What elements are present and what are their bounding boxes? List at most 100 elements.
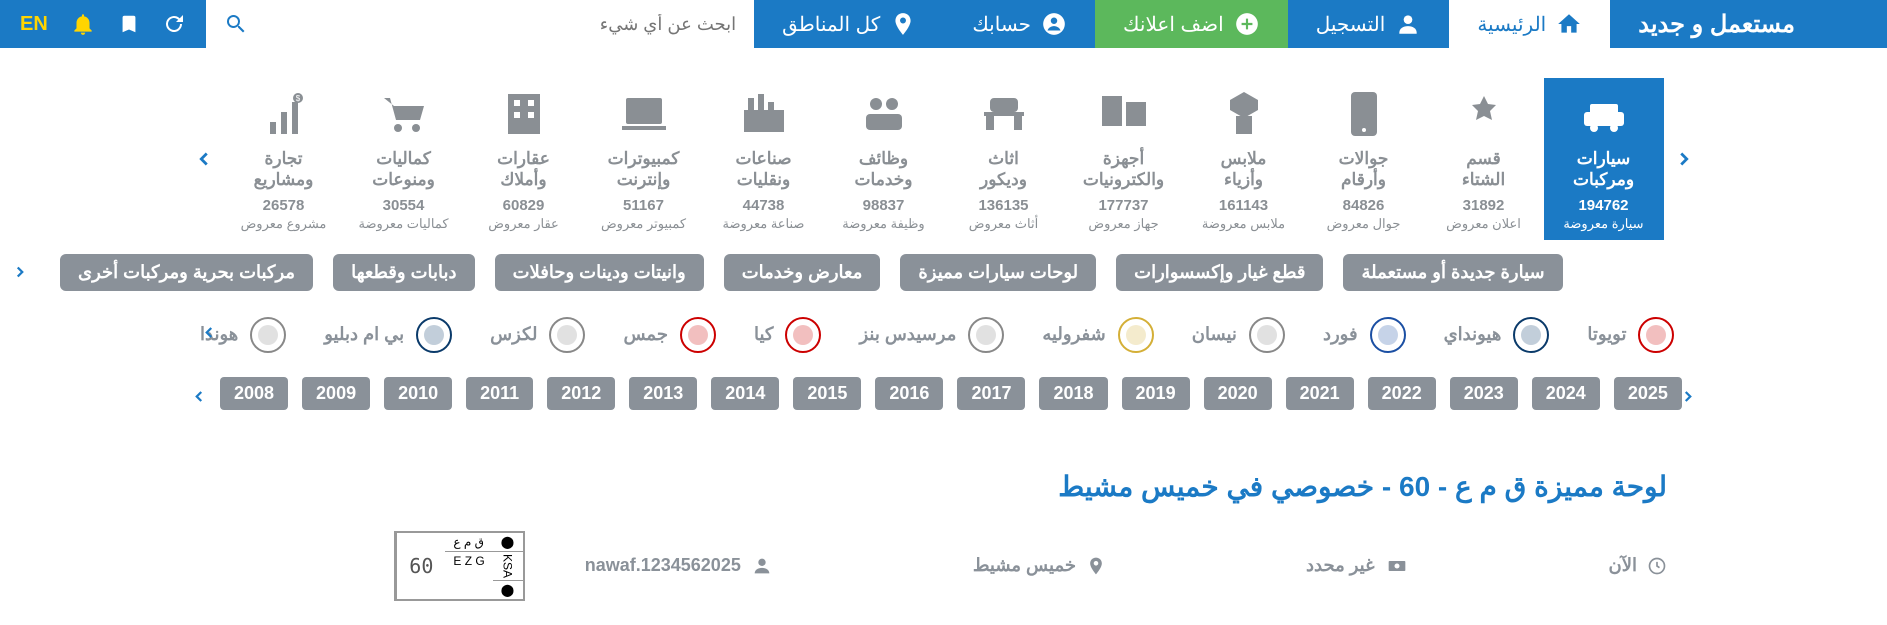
carousel-next[interactable] — [1664, 78, 1704, 240]
nav-home-label: الرئيسية — [1477, 12, 1546, 37]
category-card[interactable]: اثاث وديكور136135أثاث معروض — [944, 78, 1064, 240]
brand-logo — [1247, 315, 1287, 355]
bell-icon[interactable] — [70, 11, 96, 37]
year-pill[interactable]: 2017 — [957, 377, 1025, 410]
listing-title: لوحة مميزة ق م ع - 60 - خصوصي في خميس مش… — [220, 470, 1667, 503]
brand-item[interactable]: بي ام دبليو — [324, 315, 454, 355]
menu-button[interactable] — [1823, 0, 1887, 48]
bookmark-icon[interactable] — [118, 11, 140, 37]
refresh-icon[interactable] — [162, 12, 186, 36]
category-sub: سيارة معروضة — [1563, 216, 1643, 232]
subcategory-pill[interactable]: وانيتات ودينات وحافلات — [495, 254, 704, 291]
year-pill[interactable]: 2012 — [547, 377, 615, 410]
year-pill[interactable]: 2019 — [1122, 377, 1190, 410]
brand-logo — [1116, 315, 1156, 355]
year-pill[interactable]: 2022 — [1368, 377, 1436, 410]
category-card[interactable]: ملابس وأزياء161143ملابس معروضة — [1184, 78, 1304, 240]
category-sub: مشروع معروض — [241, 216, 327, 232]
listing-location: خميس مشيط — [973, 554, 1106, 578]
year-pill[interactable]: 2014 — [711, 377, 779, 410]
category-card[interactable]: أجهزة والكترونيات177737جهاز معروض — [1064, 78, 1184, 240]
search-button[interactable] — [206, 0, 266, 48]
year-pill[interactable]: 2013 — [629, 377, 697, 410]
category-icon: $ — [262, 88, 306, 140]
brand-item[interactable]: نيسان — [1192, 315, 1287, 355]
year-pill[interactable]: 2010 — [384, 377, 452, 410]
years-next[interactable] — [190, 383, 208, 416]
category-card[interactable]: وظائف وخدمات98837وظيفة معروضة — [824, 78, 944, 240]
category-card[interactable]: قسم الشتاء31892اعلان معروض — [1424, 78, 1544, 240]
nav-add-ad[interactable]: اضف اعلانك — [1095, 0, 1288, 48]
category-sub: ملابس معروضة — [1202, 216, 1285, 232]
category-sub: أثاث معروض — [969, 216, 1038, 232]
nav-register[interactable]: التسجيل — [1288, 0, 1450, 48]
category-card[interactable]: صناعات ونقليات44738صناعة معروضة — [704, 78, 824, 240]
category-title: عقارات وأملاك — [497, 148, 550, 191]
brand-item[interactable]: كيا — [754, 315, 824, 355]
nav-account[interactable]: حسابك — [944, 0, 1095, 48]
category-sub: كمبيوتر معروض — [601, 216, 686, 232]
category-title: تجارة ومشاريع — [254, 148, 314, 191]
brand-logo — [966, 315, 1006, 355]
brand-label: كيا — [754, 324, 774, 345]
subcategory-pill[interactable]: مركبات بحرية ومركبات أخرى — [60, 254, 313, 291]
category-title: سيارات ومركبات — [1573, 148, 1634, 191]
category-card[interactable]: عقارات وأملاك60829عقار معروض — [464, 78, 584, 240]
site-logo[interactable]: مستعمل و جديد — [1610, 0, 1823, 48]
category-card[interactable]: جوالات وأرقام84826جوال معروض — [1304, 78, 1424, 240]
subcategory-pill[interactable]: لوحات سيارات مميزة — [900, 254, 1096, 291]
nav-home[interactable]: الرئيسية — [1449, 0, 1610, 48]
carousel-prev[interactable] — [184, 78, 224, 240]
year-pill[interactable]: 2011 — [466, 377, 533, 410]
brand-label: جمس — [623, 324, 667, 345]
brand-item[interactable]: لكزس — [490, 315, 587, 355]
brand-label: لكزس — [490, 324, 537, 345]
category-count: 161143 — [1219, 197, 1268, 214]
year-row: 2025 2024 2023 2022 2021 2020 2019 2018 2017 2016… — [0, 369, 1887, 430]
brand-item[interactable]: تويوتا — [1587, 315, 1676, 355]
location-icon — [890, 11, 916, 37]
category-sub: صناعة معروضة — [723, 216, 805, 232]
brand-item[interactable]: فورد — [1323, 315, 1408, 355]
category-title: قسم الشتاء — [1462, 148, 1505, 191]
nav-regions[interactable]: كل المناطق — [754, 0, 944, 48]
year-pill[interactable]: 2008 — [220, 377, 288, 410]
year-pill[interactable]: 2016 — [875, 377, 943, 410]
category-card[interactable]: كمبيوترات وإنترنت51167كمبيوتر معروض — [584, 78, 704, 240]
year-pill[interactable]: 2023 — [1450, 377, 1518, 410]
brand-item[interactable]: هيونداي — [1444, 315, 1552, 355]
category-title: كماليات ومنوعات — [372, 148, 435, 191]
svg-text:$: $ — [295, 94, 300, 103]
brand-item[interactable]: شفروليه — [1042, 315, 1155, 355]
category-card[interactable]: سيارات ومركبات194762سيارة معروضة — [1544, 78, 1664, 240]
pills-next[interactable] — [0, 254, 40, 291]
category-icon — [380, 88, 428, 140]
brand-item[interactable]: جمس — [623, 315, 717, 355]
year-pill[interactable]: 2024 — [1532, 377, 1600, 410]
year-pill[interactable]: 2025 — [1614, 377, 1682, 410]
category-count: 26578 — [263, 197, 305, 214]
brand-item[interactable]: مرسيدس بنز — [859, 315, 1006, 355]
category-icon — [980, 88, 1028, 140]
listing-detail: لوحة مميزة ق م ع - 60 - خصوصي في خميس مش… — [0, 430, 1887, 601]
category-card[interactable]: كماليات ومنوعات30554كماليات معروضة — [344, 78, 464, 240]
year-pill[interactable]: 2009 — [302, 377, 370, 410]
listing-time: الآن — [1609, 555, 1668, 576]
years-prev[interactable] — [1679, 383, 1697, 416]
category-card[interactable]: $ تجارة ومشاريع 26578 مشروع معروض — [224, 78, 344, 240]
language-toggle[interactable]: EN — [20, 13, 48, 36]
listing-user[interactable]: nawaf.1234562025 — [585, 555, 773, 577]
subcategory-pill[interactable]: دبابات وقطعها — [333, 254, 474, 291]
brand-label: مرسيدس بنز — [859, 324, 956, 345]
year-pill[interactable]: 2018 — [1039, 377, 1107, 410]
brands-next[interactable] — [200, 318, 218, 351]
year-pill[interactable]: 2020 — [1204, 377, 1272, 410]
year-pill[interactable]: 2021 — [1286, 377, 1354, 410]
year-pill[interactable]: 2015 — [793, 377, 861, 410]
brand-label: فورد — [1323, 324, 1358, 345]
subcategory-pills: سيارة جديدة أو مستعملة قطع غيار وإكسسوارا… — [0, 244, 1887, 301]
subcategory-pill[interactable]: قطع غيار وإكسسوارات — [1116, 254, 1323, 291]
search-input[interactable] — [266, 0, 754, 48]
subcategory-pill[interactable]: معارض وخدمات — [724, 254, 881, 291]
subcategory-pill[interactable]: سيارة جديدة أو مستعملة — [1343, 254, 1562, 291]
